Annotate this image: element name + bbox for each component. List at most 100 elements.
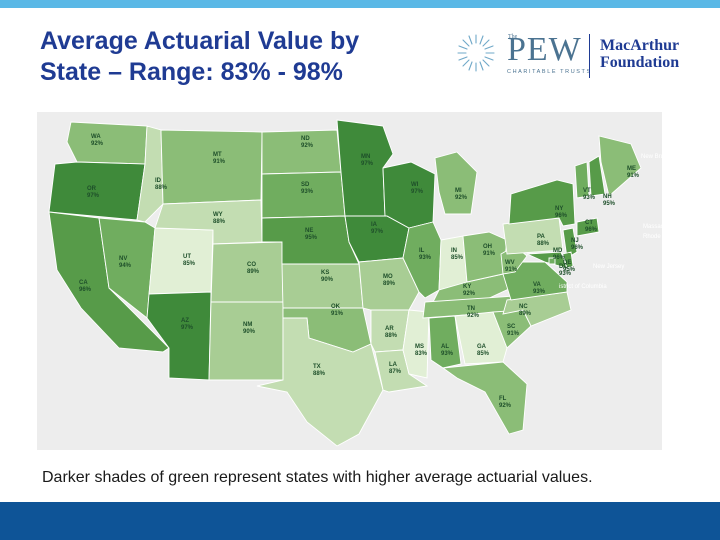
place-name-label: Massach	[643, 224, 662, 230]
state-nj	[562, 227, 578, 259]
title-line-1: Average Actuarial Value by	[40, 27, 360, 55]
place-name-label: Rhode Islan	[643, 234, 662, 240]
state-wi	[382, 161, 436, 229]
state-value-label: 90%	[243, 329, 256, 335]
state-code-label: KY	[463, 284, 471, 290]
state-value-label: 92%	[499, 403, 512, 409]
state-code-label: WI	[411, 182, 419, 188]
state-value-label: 97%	[87, 193, 100, 199]
state-value-label: 88%	[155, 185, 168, 191]
state-value-label: 93%	[583, 195, 596, 201]
state-me	[598, 135, 642, 197]
state-code-label: TN	[467, 306, 475, 312]
state-code-label: NY	[555, 206, 563, 212]
state-ct	[576, 217, 600, 237]
state-code-label: MN	[361, 154, 370, 160]
place-labels: Massach Rhode Islan New Jersey istrict of C…	[559, 154, 662, 290]
state-mt	[160, 129, 263, 205]
state-value-label: 87%	[389, 369, 402, 375]
state-dc	[548, 257, 556, 265]
state-code-label: AL	[441, 344, 449, 350]
state-value-label: 97%	[411, 189, 424, 195]
state-de	[562, 251, 574, 269]
state-code-label: IN	[451, 248, 457, 254]
macarthur-wordmark: MacArthur Foundation	[600, 37, 679, 71]
state-value-label: 96%	[79, 287, 92, 293]
state-value-label: 92%	[467, 313, 480, 319]
state-code-label: DC	[559, 264, 568, 270]
state-mi	[434, 151, 478, 215]
state-code-label: AZ	[181, 318, 189, 324]
state-value-label: 97%	[361, 161, 374, 167]
us-state-map: WA 92% OR 97% CA 96% ID 88% NV 94% UT 85% AZ 97% MT 91%…	[37, 112, 662, 450]
state-ga	[454, 311, 508, 365]
state-fl	[441, 361, 528, 435]
state-code-label: OH	[483, 244, 492, 250]
state-nh	[588, 155, 606, 197]
pew-subtitle: CHARITABLE TRUSTS	[507, 69, 592, 75]
state-code-label: NC	[519, 304, 528, 310]
map-caption: Darker shades of green represent states …	[42, 469, 593, 486]
state-code-label: MS	[415, 344, 424, 350]
state-code-label: CA	[79, 280, 88, 286]
state-value-label: 83%	[415, 351, 428, 357]
state-vt	[574, 161, 590, 199]
state-code-label: FL	[499, 396, 507, 402]
state-value-label: 92%	[463, 291, 476, 297]
logo-divider	[589, 34, 590, 78]
state-code-label: ID	[155, 178, 162, 184]
state-code-label: ME	[627, 166, 636, 172]
state-value-label: 93%	[301, 189, 314, 195]
partner-logos: The PEW CHARITABLE TRUSTS MacArthur Foun…	[455, 28, 695, 86]
state-value-label: 93%	[419, 255, 432, 261]
state-value-label: 97%	[371, 229, 384, 235]
state-value-label: 91%	[483, 251, 496, 257]
state-value-label: 88%	[213, 219, 226, 225]
state-code-label: MT	[213, 152, 222, 158]
state-value-label: 85%	[451, 255, 464, 261]
state-al	[428, 315, 462, 369]
state-value-label: 91%	[507, 331, 520, 337]
us-map-svg: WA92%OR97%CA96%ID88%NV94%UT85%AZ97%MT91%…	[48, 119, 662, 447]
state-value-label: 92%	[301, 143, 314, 149]
state-code-label: MD	[553, 248, 563, 254]
state-code-label: GA	[477, 344, 487, 350]
state-code-label: WV	[505, 260, 515, 266]
state-code-label: KS	[321, 270, 329, 276]
state-code-label: NM	[243, 322, 252, 328]
state-code-label: NJ	[571, 238, 579, 244]
pew-logo-icon	[457, 34, 495, 72]
place-name-label: New Jersey	[593, 264, 624, 270]
state-code-label: SC	[507, 324, 516, 330]
state-code-label: WA	[91, 134, 101, 140]
state-in	[438, 235, 468, 291]
macarthur-line-1: MacArthur	[600, 37, 680, 54]
pew-wordmark: PEW	[507, 31, 582, 68]
state-nm	[208, 301, 284, 381]
top-accent-bar	[0, 0, 720, 8]
state-code-label: UT	[183, 254, 191, 260]
state-value-label: 89%	[247, 269, 260, 275]
state-value-label: 85%	[477, 351, 490, 357]
state-value-label: 96%	[571, 245, 584, 251]
state-value-label: 94%	[119, 263, 132, 269]
state-value-label: 88%	[537, 241, 550, 247]
state-value-label: 93%	[559, 271, 572, 277]
state-sd	[261, 171, 346, 219]
state-value-label: 91%	[505, 267, 518, 273]
state-value-label: 96%	[585, 227, 598, 233]
state-code-label: NV	[119, 256, 127, 262]
state-or	[48, 161, 146, 221]
state-code-label: MO	[383, 274, 393, 280]
state-code-label: TX	[313, 364, 321, 370]
place-name-label: New Bru	[641, 154, 662, 160]
state-value-label: 89%	[519, 311, 532, 317]
state-value-label: 95%	[563, 267, 576, 273]
macarthur-line-2: Foundation	[600, 54, 680, 71]
slide-title: Average Actuarial Value by State – Range…	[40, 26, 440, 88]
state-code-label: IL	[419, 248, 425, 254]
state-code-label: VA	[533, 282, 542, 288]
state-value-label: 91%	[331, 311, 344, 317]
state-labels: WA92%OR97%CA96%ID88%NV94%UT85%AZ97%MT91%…	[79, 134, 640, 409]
state-value-label: 91%	[213, 159, 226, 165]
